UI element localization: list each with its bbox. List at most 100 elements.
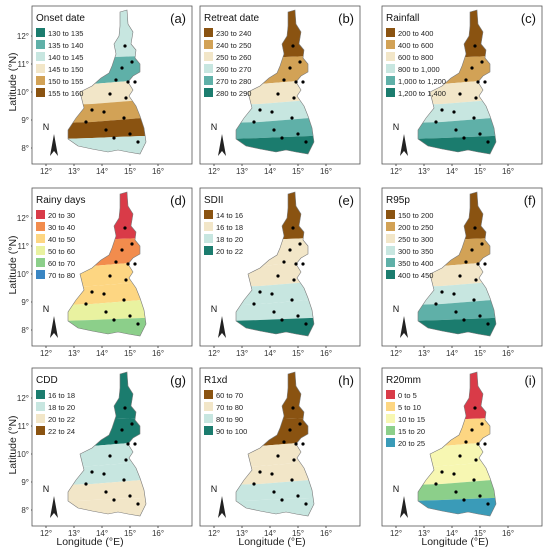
station-marker: [290, 478, 294, 482]
legend-label: 140 to 145: [48, 53, 83, 62]
legend-swatch: [36, 258, 45, 267]
station-marker: [294, 442, 298, 446]
station-marker: [114, 440, 118, 444]
legend-label: 22 to 24: [48, 427, 75, 436]
station-marker: [296, 494, 300, 498]
legend-label: 16 to 18: [48, 391, 75, 400]
station-marker: [90, 470, 94, 474]
panel-letter: (d): [170, 193, 186, 208]
station-marker: [480, 60, 484, 64]
station-marker: [124, 458, 128, 462]
station-marker: [480, 422, 484, 426]
lon-tick-label: 15°: [124, 167, 136, 176]
station-marker: [112, 318, 116, 322]
lat-tick-label: 8°: [21, 144, 29, 153]
legend-swatch: [386, 210, 395, 219]
legend-title: SDII: [204, 195, 223, 206]
legend-title: Rainfall: [386, 13, 419, 24]
lon-tick-label: 14°: [96, 529, 108, 538]
lon-tick-label: 14°: [96, 167, 108, 176]
panel-letter: (i): [524, 373, 536, 388]
station-marker: [292, 278, 296, 282]
station-marker: [104, 310, 108, 314]
index-zone: [68, 480, 146, 502]
region-outline: [417, 191, 497, 337]
station-marker: [434, 120, 438, 124]
station-marker: [288, 248, 292, 252]
lon-tick-label: 16°: [502, 529, 514, 538]
y-axis-title-row2: Latitude (°N): [7, 235, 19, 294]
region-outline: [417, 371, 497, 517]
station-marker: [288, 428, 292, 432]
lon-tick-label: 16°: [320, 529, 332, 538]
legend-label: 30 to 40: [48, 223, 75, 232]
station-marker: [126, 80, 130, 84]
legend-label: 200 to 400: [398, 29, 433, 38]
station-marker: [126, 442, 130, 446]
legend-label: 230 to 240: [216, 29, 251, 38]
station-marker: [258, 108, 262, 112]
station-marker: [296, 132, 300, 136]
legend: Retreat date 230 to 240 240 to 250 250 to 2…: [204, 13, 259, 98]
lon-tick-label: 16°: [152, 529, 164, 538]
legend-label: 260 to 270: [216, 65, 251, 74]
legend-swatch: [204, 234, 213, 243]
legend-title: Onset date: [36, 13, 85, 24]
station-marker: [291, 226, 295, 230]
north-arrow-label: N: [393, 484, 400, 494]
x-axis-title-col2: Longitude (°E): [238, 536, 305, 548]
station-marker: [486, 502, 490, 506]
index-zone: [418, 118, 496, 140]
legend-label: 18 to 20: [48, 403, 75, 412]
legend-swatch: [36, 414, 45, 423]
legend-title: CDD: [36, 375, 58, 386]
station-marker: [304, 322, 308, 326]
station-marker: [294, 80, 298, 84]
station-marker: [270, 292, 274, 296]
lon-tick-label: 14°: [446, 349, 458, 358]
legend-swatch: [386, 234, 395, 243]
legend-title: Rainy days: [36, 195, 85, 206]
station-marker: [470, 66, 474, 70]
station-marker: [464, 260, 468, 264]
station-marker: [440, 290, 444, 294]
legend-swatch: [36, 426, 45, 435]
station-marker: [458, 274, 462, 278]
station-marker: [123, 226, 127, 230]
legend-swatch: [36, 52, 45, 61]
station-marker: [102, 472, 106, 476]
lon-tick-label: 12°: [208, 167, 220, 176]
legend-label: 10 to 15: [398, 415, 425, 424]
map-panel-b: Retreat date 230 to 240 240 to 250 250 to 2…: [199, 5, 361, 176]
map-panel-g: CDD 16 to 18 18 to 20 20 to 22 22 to 24 (g) N 1…: [17, 367, 193, 538]
lon-tick-label: 14°: [264, 529, 276, 538]
station-marker: [462, 136, 466, 140]
station-marker: [462, 498, 466, 502]
lon-tick-label: 13°: [418, 529, 430, 538]
station-marker: [280, 136, 284, 140]
lon-tick-label: 16°: [502, 349, 514, 358]
lat-tick-label: 9°: [21, 116, 29, 125]
station-marker: [434, 482, 438, 486]
legend-title: R95p: [386, 195, 410, 206]
legend-swatch: [204, 414, 213, 423]
station-marker: [464, 440, 468, 444]
map-panel-i: R20mm 0 to 5 5 to 10 10 to 15 15 to 20 20 to …: [381, 367, 543, 538]
station-marker: [298, 60, 302, 64]
legend-swatch: [386, 246, 395, 255]
north-arrow-label: N: [393, 122, 400, 132]
station-marker: [272, 490, 276, 494]
station-marker: [84, 482, 88, 486]
station-marker: [102, 110, 106, 114]
index-zone: [236, 480, 314, 502]
station-marker: [291, 406, 295, 410]
station-marker: [298, 422, 302, 426]
legend-swatch: [204, 64, 213, 73]
legend: R1xd 60 to 70 70 to 80 80 to 90 90 to 100: [204, 375, 247, 436]
legend-label: 90 to 100: [216, 427, 247, 436]
lat-tick-label: 10°: [17, 450, 29, 459]
lon-tick-label: 15°: [474, 349, 486, 358]
legend-swatch: [386, 88, 395, 97]
station-marker: [472, 298, 476, 302]
